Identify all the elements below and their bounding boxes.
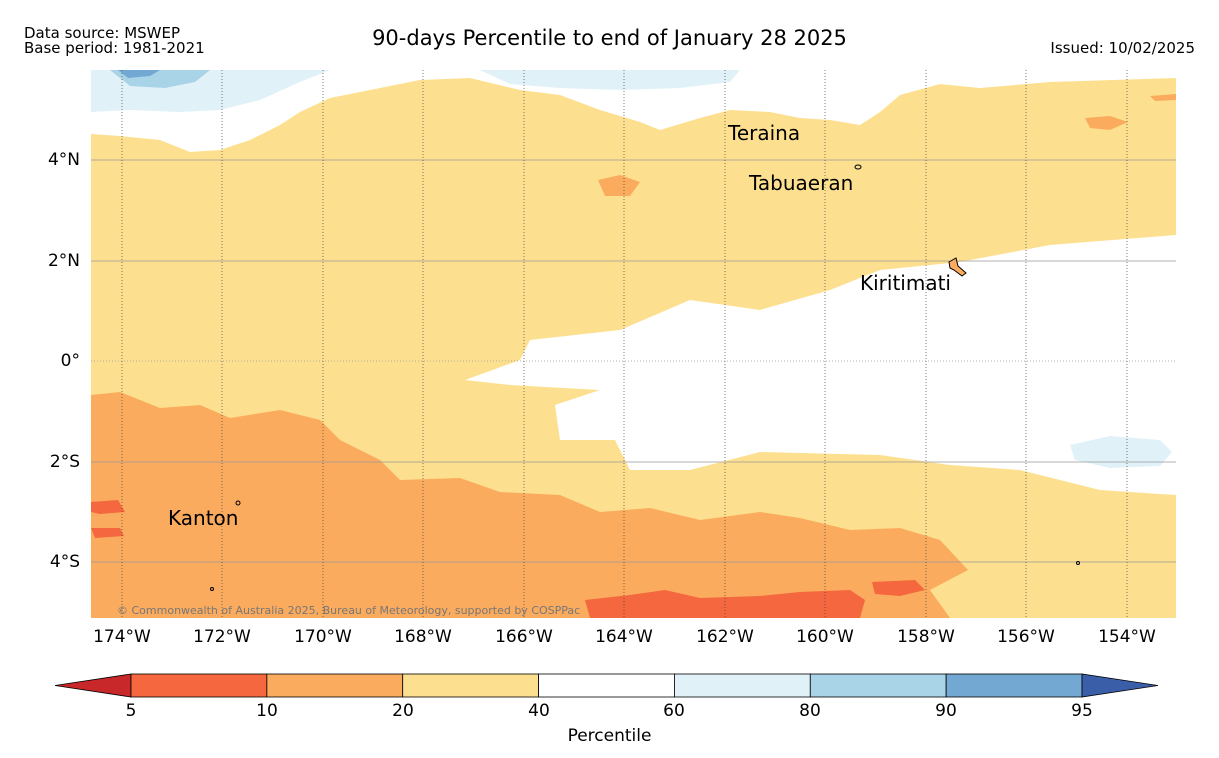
much-below-normal-patch-4 [91,528,124,538]
copyright-notice: © Commonwealth of Australia 2025, Bureau… [117,604,581,617]
colorbar-segment [266,673,404,698]
tabuaeran-outline [854,164,862,170]
lat-label: 4°N [47,150,80,170]
colorbar-tick: 5 [125,701,137,721]
much-below-normal-patch-3 [91,500,125,514]
lat-label: 2°S [49,452,80,472]
above-normal-region-north [480,70,740,90]
colorbar-tick: 40 [528,701,550,721]
island-label-kanton: Kanton [168,506,239,530]
colorbar-tick: 80 [799,701,821,721]
island-label-teraina: Teraina [728,121,801,145]
islet-outline-1 [1076,561,1080,565]
lon-label: 168°W [394,627,452,647]
lon-label: 162°W [696,627,754,647]
colorbar-tick: 90 [935,701,957,721]
base-period-text: Base period: 1981-2021 [24,39,205,57]
lon-label: 164°W [595,627,653,647]
kiritimati-outline [948,257,967,277]
map-title: 90-days Percentile to end of January 28 … [372,26,847,50]
lon-label: 156°W [997,627,1055,647]
below-normal-region-south [91,392,968,618]
below-normal-patch-1 [598,175,640,196]
map-plot-area [91,70,1176,618]
island-label-kiritimati: Kiritimati [860,271,951,295]
island-label-tabuaeran: Tabuaeran [749,171,854,195]
colorbar-extend-low [54,673,132,698]
latitude-gridlines [91,159,1176,563]
lon-label: 166°W [495,627,553,647]
colorbar-segment [674,673,811,698]
colorbar-extend-high [1081,673,1159,698]
lat-label: 2°N [47,251,80,271]
near-normal-region-east [465,235,1176,495]
near-normal-region-north [91,70,1176,152]
island-outlines [210,164,1080,591]
below-normal-patch-2 [1085,116,1128,130]
above-normal-region-east [1070,436,1172,468]
colorbar-tick: 95 [1071,701,1093,721]
colorbar-tick: 20 [392,701,414,721]
colorbar [54,673,1159,698]
lat-label: 4°S [49,552,80,572]
colorbar-tick: 10 [256,701,278,721]
colorbar-segment [945,673,1083,698]
lon-label: 160°W [796,627,854,647]
lon-label: 170°W [294,627,352,647]
lat-label: 0° [60,351,80,371]
lon-label: 154°W [1098,627,1156,647]
kanton-outline [235,500,241,506]
colorbar-label: Percentile [567,726,652,746]
islet-outline-2 [210,587,214,591]
issued-date: Issued: 10/02/2025 [1050,39,1195,57]
data-source-text: Data source: MSWEP [24,24,181,42]
lon-label: 172°W [193,627,251,647]
colorbar-segment [402,673,539,698]
lon-label: 174°W [93,627,151,647]
longitude-gridlines [121,70,1128,618]
lon-label: 158°W [897,627,955,647]
colorbar-segment [130,673,268,698]
colorbar-segment [538,673,675,698]
below-normal-patch-3 [1150,94,1176,101]
colorbar-segment [809,673,947,698]
very-high-percentile-patch [118,70,160,78]
colorbar-tick: 60 [663,701,685,721]
much-below-normal-patch-2 [872,580,925,596]
